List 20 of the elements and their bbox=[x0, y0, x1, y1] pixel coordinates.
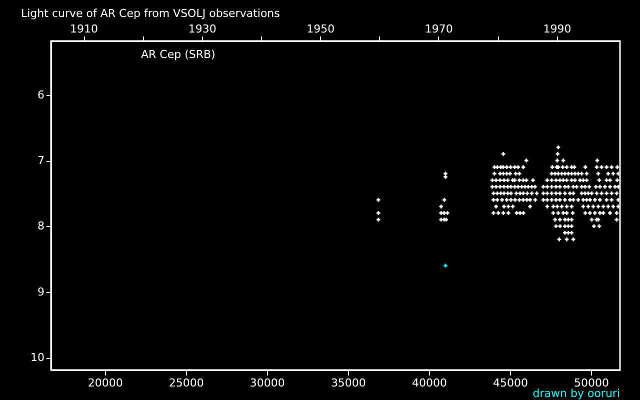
y-tick-label: 8 bbox=[38, 220, 44, 233]
x-tick-label: 45000 bbox=[492, 376, 528, 390]
x2-tick-label: 1970 bbox=[424, 22, 453, 36]
y-tick-label: 7 bbox=[38, 154, 44, 168]
x2-tick-label: 1990 bbox=[543, 22, 572, 36]
annotation: AR Cep (SRB) bbox=[141, 48, 216, 61]
chart-title: Light curve of AR Cep from VSOLJ observations bbox=[21, 7, 280, 20]
text: drawn by ooruri bbox=[532, 387, 620, 400]
x-tick-label: 30000 bbox=[250, 376, 285, 390]
x2-tick-label: 1910 bbox=[70, 22, 98, 36]
y-tick-label: 10 bbox=[30, 351, 44, 364]
x2-tick-label: 1930 bbox=[188, 22, 216, 36]
x-tick-label: 20000 bbox=[88, 376, 123, 390]
x-tick-label: 25000 bbox=[168, 376, 204, 390]
y-tick-label: 6 bbox=[38, 88, 44, 102]
y-tick-label: 9 bbox=[38, 285, 44, 298]
x2-tick-label: 1950 bbox=[306, 22, 335, 36]
x-tick-label: 35000 bbox=[330, 376, 366, 390]
x-tick-label: 40000 bbox=[412, 376, 447, 390]
x-tick-label: 50000 bbox=[574, 376, 610, 390]
